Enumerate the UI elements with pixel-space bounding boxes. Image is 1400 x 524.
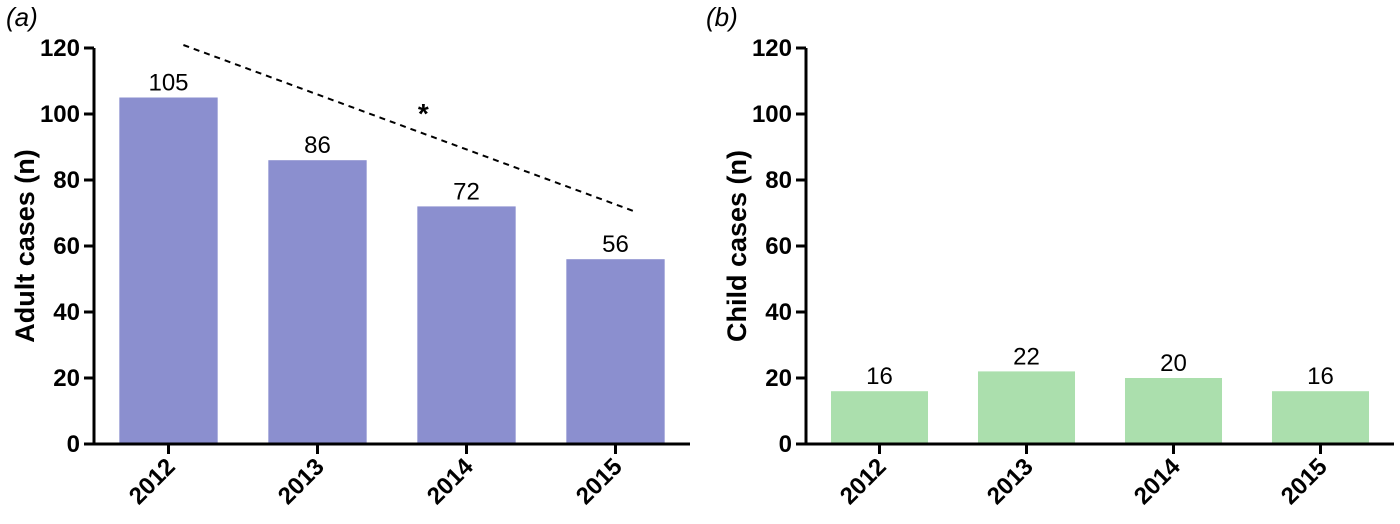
data-label-2013: 86: [304, 132, 331, 159]
y-tick-label-0: 0: [779, 431, 792, 458]
y-tick-label-0: 0: [67, 431, 80, 458]
bar-2012: [830, 391, 929, 444]
chart-panel-a: (a) Adult cases (n) 105 2012 86 2013 72 2014 56 2…: [6, 2, 690, 510]
x-tick-label-2014: 2014: [1129, 453, 1186, 510]
significance-marker: *: [418, 98, 429, 129]
data-label-2014: 20: [1160, 350, 1187, 377]
x-tick-label-2015: 2015: [571, 453, 628, 510]
panel-label: (a): [6, 2, 38, 32]
y-tick-label-60: 60: [53, 233, 80, 260]
data-label-2012: 16: [866, 363, 893, 390]
y-tick-label-120: 120: [40, 35, 80, 62]
y-tick-label-120: 120: [752, 35, 792, 62]
y-tick-label-100: 100: [40, 101, 80, 128]
y-tick-label-60: 60: [765, 233, 792, 260]
bar-2014: [417, 206, 516, 444]
y-tick-label-20: 20: [53, 365, 80, 392]
data-label-2012: 105: [148, 70, 188, 97]
x-tick-label-2012: 2012: [835, 453, 892, 510]
y-tick-label-40: 40: [53, 299, 80, 326]
x-tick-label-2015: 2015: [1276, 453, 1333, 510]
trend-line: [183, 44, 634, 212]
data-label-2015: 16: [1307, 363, 1334, 390]
y-tick-label-100: 100: [752, 101, 792, 128]
y-tick-label-80: 80: [765, 167, 792, 194]
y-axis-title: Adult cases (n): [10, 149, 40, 343]
x-tick-label-2013: 2013: [982, 453, 1039, 510]
y-tick-label-80: 80: [53, 167, 80, 194]
x-tick-label-2012: 2012: [124, 453, 181, 510]
bar-2014: [1124, 378, 1223, 444]
data-label-2013: 22: [1013, 343, 1040, 370]
bar-2013: [268, 160, 367, 444]
y-tick-label-40: 40: [765, 299, 792, 326]
x-tick-label-2014: 2014: [422, 453, 479, 510]
bar-2015: [566, 259, 665, 444]
panel-label: (b): [706, 2, 738, 32]
data-label-2015: 56: [602, 231, 629, 258]
bar-2015: [1271, 391, 1370, 444]
data-label-2014: 72: [453, 178, 480, 205]
bar-2012: [119, 97, 218, 444]
x-tick-label-2013: 2013: [273, 453, 330, 510]
bar-2013: [977, 371, 1076, 444]
y-axis-title: Child cases (n): [722, 150, 752, 342]
y-tick-label-20: 20: [765, 365, 792, 392]
chart-panel-b: (b) Child cases (n) 16 2012 22 2013 20 2014 16 20…: [706, 2, 1394, 510]
